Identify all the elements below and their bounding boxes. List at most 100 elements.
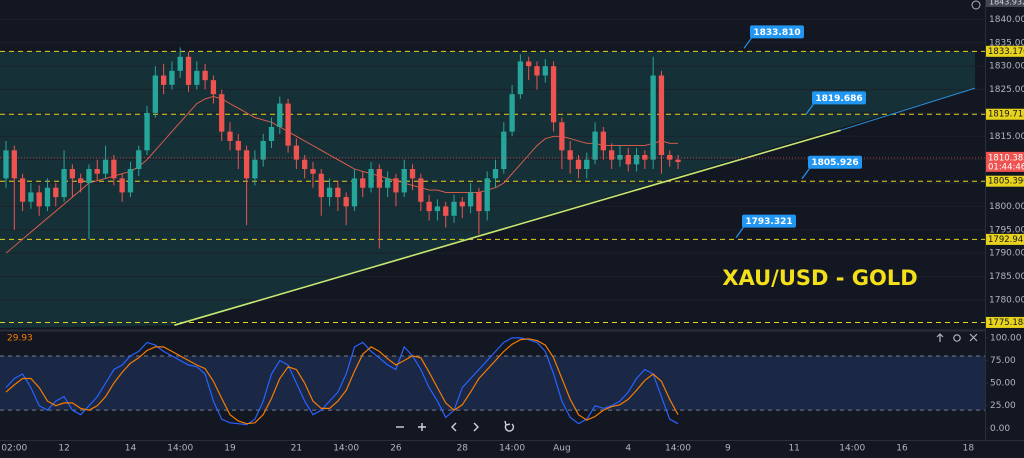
candle-body [19,178,26,202]
x-tick-label: 16 [896,444,908,454]
extension [840,87,976,131]
candle-body [86,169,92,184]
y-tick-label: 1840.000 [989,15,1024,25]
candle-body [343,197,349,207]
stoch-line [5,338,679,425]
candle-body [584,159,590,170]
annotation-label: 1793.321 [745,217,792,227]
move-up-button[interactable] [936,333,944,342]
level-price-label: 1833.170 [988,47,1024,57]
candle-body [326,187,333,198]
candle-body [393,178,399,193]
y-tick-label: 1830.000 [989,62,1024,72]
candle-body [451,201,457,216]
zoom-toolbar[interactable] [396,420,515,432]
candle-body [492,169,499,179]
candle-body [550,66,557,123]
candle-body [526,61,532,67]
y-tick-label: 25.00 [990,401,1016,411]
indicator-readout: 29.93 [7,334,33,344]
candle-body [293,145,300,160]
candle-body [592,131,598,160]
candle-body [600,131,607,151]
x-tick-label: Aug [553,444,571,454]
annotation-leader [735,226,745,239]
candle-body [509,94,515,132]
candle-body [3,150,9,179]
candle-body [194,70,200,85]
candle-body [53,187,59,198]
candle-body [476,192,482,212]
candle-body [608,150,615,160]
candle-body [127,169,134,193]
candle-body [542,66,548,76]
x-tick-label: 14 [125,444,137,454]
settings-button[interactable] [953,334,961,342]
candle-body [260,140,266,160]
x-tick-label: 14:00 [167,444,193,454]
zoom-in-button[interactable] [418,423,426,431]
pane-controls[interactable] [936,333,978,342]
level-price-box [986,45,1024,57]
x-tick-label: 11 [788,444,799,454]
candle-body [219,94,225,132]
candle-body [675,159,681,163]
x-tick-label: 21 [291,444,302,454]
candle-body [69,169,76,179]
candle-body [94,169,100,174]
candle-body [559,122,565,151]
candle-body [459,201,465,207]
y-tick-label: 1795.000 [989,225,1024,235]
candle-body [633,154,640,165]
level-price-label: 1819.713 [988,110,1024,120]
x-tick-label: 14:00 [839,444,865,454]
annotation-box [808,155,862,169]
candle-body [335,187,341,198]
candle-body [102,159,109,174]
candle-body [642,154,648,160]
y-tick-label: 1780.000 [989,295,1024,305]
candle-body [177,56,183,71]
candle-body [44,187,51,207]
close-button[interactable] [969,333,978,342]
last-price-countdown: 01:44:46 [988,162,1024,172]
candle-body [277,103,283,127]
candle-body [667,154,673,160]
candle-body [360,178,366,188]
x-tick-label: 14:00 [333,444,359,454]
candle-body [318,173,324,198]
candle-body [61,169,67,198]
candle-body [11,150,17,179]
y-tick-label: 75.00 [990,356,1016,366]
settings-icon[interactable] [971,0,981,10]
last-price-label: 1810.385 [988,153,1024,163]
candle-body [467,192,474,207]
moving-average [5,96,678,254]
candle-body [268,126,275,141]
candle-body [243,150,250,179]
candle-body [235,140,241,151]
annotation-leader [805,103,815,115]
candle-body [625,154,631,165]
annotation-box [742,214,796,228]
candle-body [119,178,125,193]
y-tick-label: 1785.000 [989,272,1024,282]
candle-body [302,159,308,170]
candle-body [111,159,117,179]
candle-body [185,56,192,85]
candle-body [136,150,142,170]
scroll-left-button[interactable] [451,422,457,432]
candle-body [252,159,258,179]
candle-body [650,75,656,160]
level-price-box [986,233,1024,245]
candle-body [28,192,34,202]
x-tick-label: 4 [625,444,631,454]
stoch-line [5,337,679,426]
reset-button[interactable] [504,420,515,432]
y-tick-label: 100.00 [990,333,1022,343]
candle-body [351,178,358,207]
y-tick-label: 1825.000 [989,85,1024,95]
scroll-right-button[interactable] [473,422,479,432]
annotation-label: 1805.926 [811,158,858,168]
candle-body [418,178,424,202]
